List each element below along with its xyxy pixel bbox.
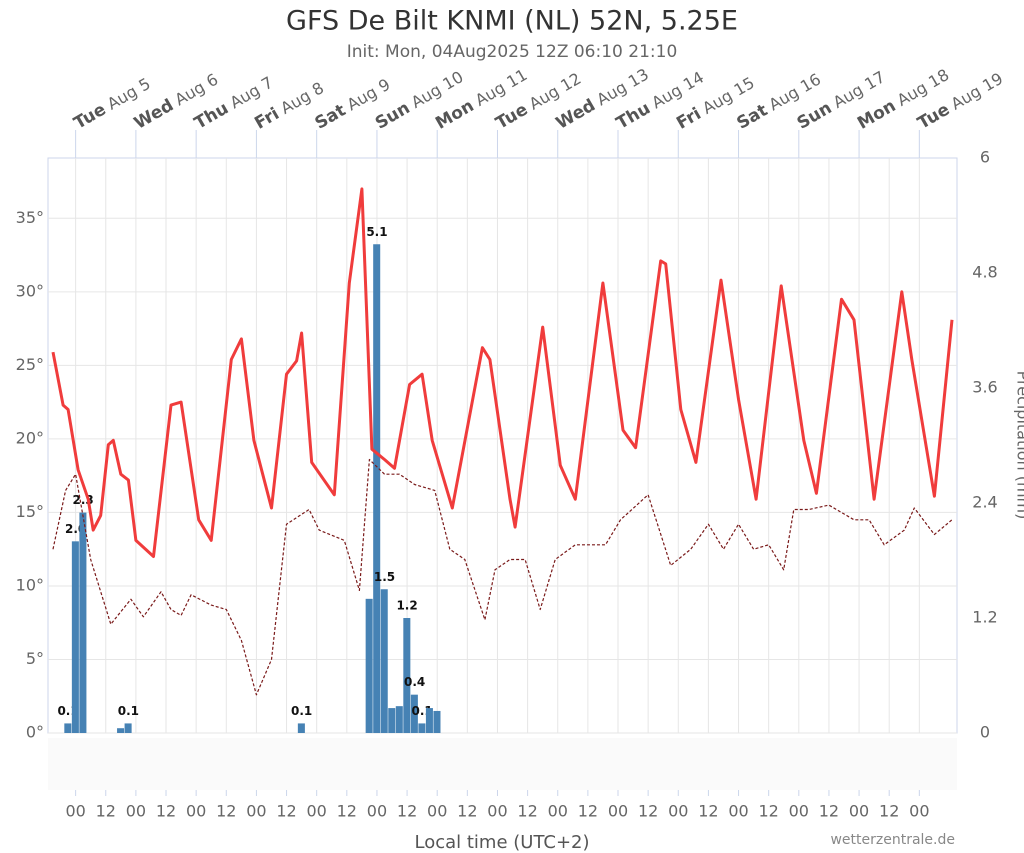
y-tick-label: 15° — [16, 502, 44, 521]
series-line — [52, 458, 953, 696]
weekday: Fri — [251, 104, 282, 134]
y2-tick-label: 2.4 — [972, 493, 997, 512]
precip-bar — [418, 723, 426, 733]
precip-bar — [433, 710, 441, 733]
data-label: 0.4 — [404, 675, 425, 689]
x-tick-label: 12 — [819, 802, 839, 821]
weekday: Sun — [372, 98, 414, 134]
x-tick-label: 12 — [216, 802, 236, 821]
series-line — [51, 187, 954, 558]
x-tick-label: 12 — [517, 802, 537, 821]
chart-subtitle: Init: Mon, 04Aug2025 12Z 06:10 21:10 — [347, 42, 678, 62]
x-tick-label: 12 — [758, 802, 778, 821]
weekday: Sat — [734, 100, 772, 133]
x-axis-label: Local time (UTC+2) — [414, 832, 589, 853]
data-label: 0.1 — [118, 704, 139, 718]
y2-tick-label: 6 — [980, 148, 990, 167]
data-label: 5.1 — [366, 225, 387, 239]
precip-bar — [117, 728, 125, 733]
x-tick-label: 00 — [246, 802, 266, 821]
precip-bar — [425, 708, 433, 733]
weekday: Sun — [794, 98, 836, 134]
weekday: Tue — [914, 100, 953, 134]
y-tick-label: 5° — [26, 649, 44, 668]
weekday: Mon — [854, 96, 899, 134]
weekday: Sat — [312, 100, 350, 133]
x-tick-label: 00 — [126, 802, 146, 821]
weekday: Mon — [432, 96, 477, 134]
x-tick-label: 12 — [96, 802, 116, 821]
precip-bar — [373, 244, 381, 733]
data-label: 1.5 — [374, 570, 395, 584]
y2-tick-label: 0 — [980, 723, 990, 742]
x-tick-label: 00 — [728, 802, 748, 821]
y-tick-label: 10° — [16, 575, 44, 594]
y-tick-label: 25° — [16, 355, 44, 374]
y2-tick-label: 3.6 — [972, 378, 997, 397]
x-tick-label: 00 — [487, 802, 507, 821]
x-tick-label: 12 — [638, 802, 658, 821]
x-tick-label: 12 — [879, 802, 899, 821]
x-tick-label: 00 — [909, 802, 929, 821]
x-tick-label: 00 — [668, 802, 688, 821]
date: Aug 19 — [947, 68, 1006, 113]
x-tick-label: 00 — [789, 802, 809, 821]
credit: wetterzentrale.de — [830, 832, 955, 848]
y-tick-label: 0° — [26, 723, 44, 742]
wind-strip — [48, 738, 957, 790]
precip-bar — [124, 723, 132, 733]
x-tick-label: 12 — [698, 802, 718, 821]
precip-bar — [388, 708, 396, 733]
precip-bar — [79, 512, 87, 733]
y2-axis-label: Precipitation (mm) — [1014, 371, 1024, 520]
weekday: Tue — [492, 100, 531, 134]
weekday: Wed — [131, 95, 177, 133]
x-tick-label: 12 — [276, 802, 296, 821]
x-tick-label: 12 — [156, 802, 176, 821]
precip-bar — [403, 618, 411, 733]
y2-tick-label: 4.8 — [972, 263, 997, 282]
precip-bar — [410, 694, 418, 733]
x-tick-label: 00 — [367, 802, 387, 821]
precip-bar — [64, 723, 72, 733]
x-tick-label: 00 — [548, 802, 568, 821]
weekday: Thu — [191, 98, 232, 133]
x-tick-label: 12 — [578, 802, 598, 821]
precip-bar — [380, 589, 388, 733]
y-tick-label: 20° — [16, 428, 44, 447]
x-tick-label: 00 — [849, 802, 869, 821]
precip-bar — [395, 706, 403, 733]
precip-bar — [365, 598, 373, 733]
y2-tick-label: 1.2 — [972, 608, 997, 627]
weekday: Tue — [71, 100, 110, 134]
x-tick-label: 12 — [337, 802, 357, 821]
precip-bar — [71, 541, 79, 733]
weekday: Fri — [673, 104, 704, 134]
weekday: Thu — [613, 98, 654, 133]
x-tick-label: 00 — [427, 802, 447, 821]
x-tick-label: 00 — [608, 802, 628, 821]
x-tick-label: 00 — [307, 802, 327, 821]
x-tick-label: 12 — [397, 802, 417, 821]
y-tick-label: 30° — [16, 281, 44, 300]
precip-bar — [297, 723, 305, 733]
x-tick-label: 00 — [65, 802, 85, 821]
x-tick-label: 12 — [457, 802, 477, 821]
data-label: 1.2 — [396, 599, 417, 613]
weekday: Wed — [553, 95, 599, 133]
y-tick-label: 35° — [16, 208, 44, 227]
x-tick-label: 00 — [186, 802, 206, 821]
chart-title: GFS De Bilt KNMI (NL) 52N, 5.25E — [286, 6, 738, 37]
data-label: 0.1 — [291, 704, 312, 718]
